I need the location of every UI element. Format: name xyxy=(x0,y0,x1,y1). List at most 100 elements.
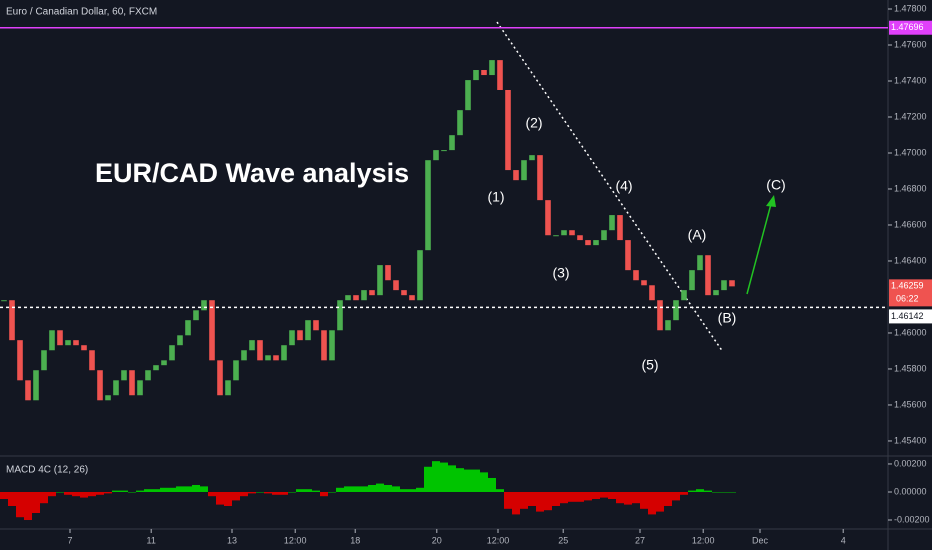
candle xyxy=(377,265,383,296)
macd-bar xyxy=(648,491,656,515)
wave-label: (5) xyxy=(641,357,658,373)
candle xyxy=(41,350,47,371)
candle xyxy=(281,345,287,361)
macd-bar xyxy=(8,491,16,507)
macd-title: MACD 4C (12, 26) xyxy=(6,465,88,476)
chart-title: EUR/CAD Wave analysis xyxy=(95,158,409,188)
macd-bar xyxy=(408,489,416,492)
macd-bar xyxy=(200,486,208,492)
candle xyxy=(657,300,663,331)
candle xyxy=(721,280,727,291)
y-tick-label: 1.47200 xyxy=(894,111,927,121)
candle xyxy=(681,290,687,301)
candle xyxy=(689,270,695,291)
x-tick-label: 11 xyxy=(147,535,156,545)
candle xyxy=(97,370,103,401)
price-label-box xyxy=(889,20,932,35)
candle xyxy=(25,380,31,401)
candle xyxy=(121,370,127,381)
candle xyxy=(473,70,479,81)
macd-bar xyxy=(312,490,320,492)
macd-bar xyxy=(96,491,104,495)
macd-bar xyxy=(440,462,448,492)
x-tick-label: 27 xyxy=(635,535,645,545)
chart-header: Euro / Canadian Dollar, 60, FXCM xyxy=(6,7,157,18)
macd-bar xyxy=(696,489,704,492)
macd-bar xyxy=(192,484,200,492)
macd-bar xyxy=(184,486,192,492)
macd-bar xyxy=(456,468,464,492)
candle xyxy=(513,170,519,181)
candle xyxy=(105,395,111,401)
macd-bar xyxy=(264,491,272,494)
candle xyxy=(641,280,647,286)
candle xyxy=(241,350,247,361)
x-tick-label: 12:00 xyxy=(487,535,510,545)
macd-bar xyxy=(336,487,344,492)
candle xyxy=(49,330,55,351)
macd-bar xyxy=(128,491,136,493)
candle xyxy=(329,330,335,361)
candle xyxy=(713,290,719,296)
candle xyxy=(465,80,471,111)
candle xyxy=(297,330,303,341)
macd-bar xyxy=(392,486,400,492)
candle xyxy=(209,300,215,361)
last-price-box xyxy=(889,279,932,307)
y-tick-label: 1.46400 xyxy=(894,255,927,265)
macd-bar xyxy=(664,491,672,507)
candle xyxy=(537,155,543,201)
candle xyxy=(665,320,671,331)
candle xyxy=(601,230,607,241)
macd-bar xyxy=(376,483,384,492)
macd-bar xyxy=(712,491,720,493)
macd-bar xyxy=(400,489,408,492)
last-price-label: 1.46259 xyxy=(891,281,924,291)
x-tick-label: 4 xyxy=(841,535,846,545)
macd-bar xyxy=(672,491,680,501)
macd-bar xyxy=(480,472,488,492)
candle xyxy=(337,300,343,331)
candle xyxy=(57,330,63,346)
macd-bar xyxy=(568,491,576,502)
candle xyxy=(561,230,567,236)
wave-label: (2) xyxy=(525,115,542,131)
macd-bar xyxy=(512,491,520,515)
macd-bar xyxy=(168,487,176,492)
candle xyxy=(217,360,223,396)
macd-bar xyxy=(296,489,304,492)
candle xyxy=(497,60,503,90)
y-tick-label: 1.47600 xyxy=(894,39,927,49)
y-tick-label: 0.00000 xyxy=(894,486,927,496)
candle xyxy=(697,255,703,271)
candle xyxy=(313,320,319,331)
candle xyxy=(401,290,407,296)
trend-line xyxy=(496,21,724,353)
macd-bar xyxy=(384,484,392,492)
candle xyxy=(169,345,175,361)
x-tick-label: 12:00 xyxy=(284,535,307,545)
macd-bar xyxy=(552,491,560,507)
macd-bar xyxy=(56,491,64,493)
wave-label: (C) xyxy=(766,177,785,193)
projection-arrow xyxy=(746,203,772,295)
macd-bar xyxy=(216,491,224,505)
candle xyxy=(249,340,255,351)
candle xyxy=(129,370,135,396)
macd-bar xyxy=(504,491,512,509)
macd-bar xyxy=(80,491,88,498)
macd-bar xyxy=(528,491,536,507)
macd-bar xyxy=(360,486,368,492)
countdown-label: 06:22 xyxy=(896,294,919,304)
candle xyxy=(633,270,639,281)
candle xyxy=(625,240,631,271)
macd-bar xyxy=(152,489,160,492)
candle xyxy=(369,290,375,296)
macd-bar xyxy=(112,490,120,492)
candle xyxy=(185,320,191,336)
candle xyxy=(417,250,423,301)
y-tick-label: 1.47000 xyxy=(894,147,927,157)
macd-bar xyxy=(240,491,248,497)
wave-label: (A) xyxy=(688,227,707,243)
